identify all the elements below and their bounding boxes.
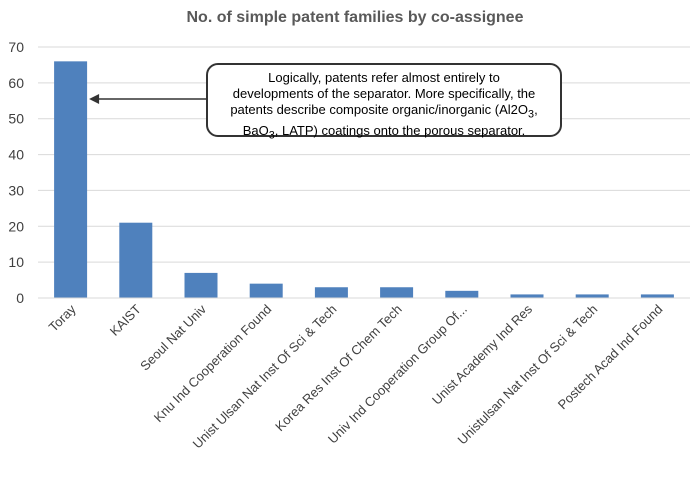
y-tick-label: 30	[8, 182, 24, 198]
annotation-line-2: developments of the separator. More spec…	[232, 86, 536, 101]
y-tick-label: 0	[16, 290, 24, 306]
y-tick-label: 60	[8, 75, 24, 91]
x-tick-label: Seoul Nat Univ	[137, 301, 209, 373]
x-tick-label: Knu Ind Cooperation Found	[151, 302, 275, 426]
y-tick-label: 40	[8, 147, 24, 163]
x-tick-label: KAIST	[107, 301, 144, 338]
annotation-line-4: BaO3, LATP) coatings onto the porous sep…	[216, 123, 552, 144]
arrow-head	[89, 94, 100, 104]
annotation-sub-3a: 3	[528, 108, 535, 121]
y-tick-label: 10	[8, 254, 24, 270]
annotation-line-3: patents describe composite organic/inorg…	[216, 102, 552, 123]
x-tick-label: Toray	[46, 301, 79, 334]
chart-title: No. of simple patent families by co-assi…	[187, 9, 524, 26]
y-tick-label: 20	[8, 218, 24, 234]
x-tick-label: Postech Acad Ind Found	[555, 302, 666, 413]
bar	[510, 294, 544, 298]
bar	[640, 294, 674, 298]
y-tick-label: 50	[8, 111, 24, 127]
annotation-callout: Logically, patents refer almost entirely…	[206, 63, 562, 141]
bar	[445, 290, 479, 298]
y-tick-label: 70	[8, 39, 24, 55]
annotation-line-3-text: patents describe composite organic/inorg…	[230, 102, 529, 117]
bars	[54, 61, 674, 298]
x-tick-label: Unist Ulsan Nat Inst Of Sci & Tech	[190, 302, 340, 452]
annotation-sub-4a: 3	[268, 129, 275, 142]
x-tick-label: Univ Ind Cooperation Group Of...	[325, 302, 470, 447]
bar	[184, 272, 218, 298]
y-axis-ticks: 0 10 20 30 40 50 60 70	[8, 39, 24, 306]
annotation-arrow	[89, 94, 206, 104]
x-tick-label: Unistulsan Nat Inst Of Sci & Tech	[454, 302, 600, 448]
bar	[119, 222, 153, 298]
bar	[314, 287, 348, 298]
x-tick-label: Korea Res Inst Of Chem Tech	[272, 302, 405, 435]
annotation-line-1: Logically, patents refer almost entirely…	[268, 70, 500, 85]
bar	[575, 294, 609, 298]
annotation-line-4-pre: BaO	[242, 122, 269, 138]
annotation-line-4-mid: , LATP) coatings onto the porous separat…	[274, 122, 526, 138]
bar	[54, 61, 88, 298]
annotation-line-3-end: ,	[534, 102, 538, 117]
bar	[249, 283, 283, 298]
bar	[380, 287, 414, 298]
